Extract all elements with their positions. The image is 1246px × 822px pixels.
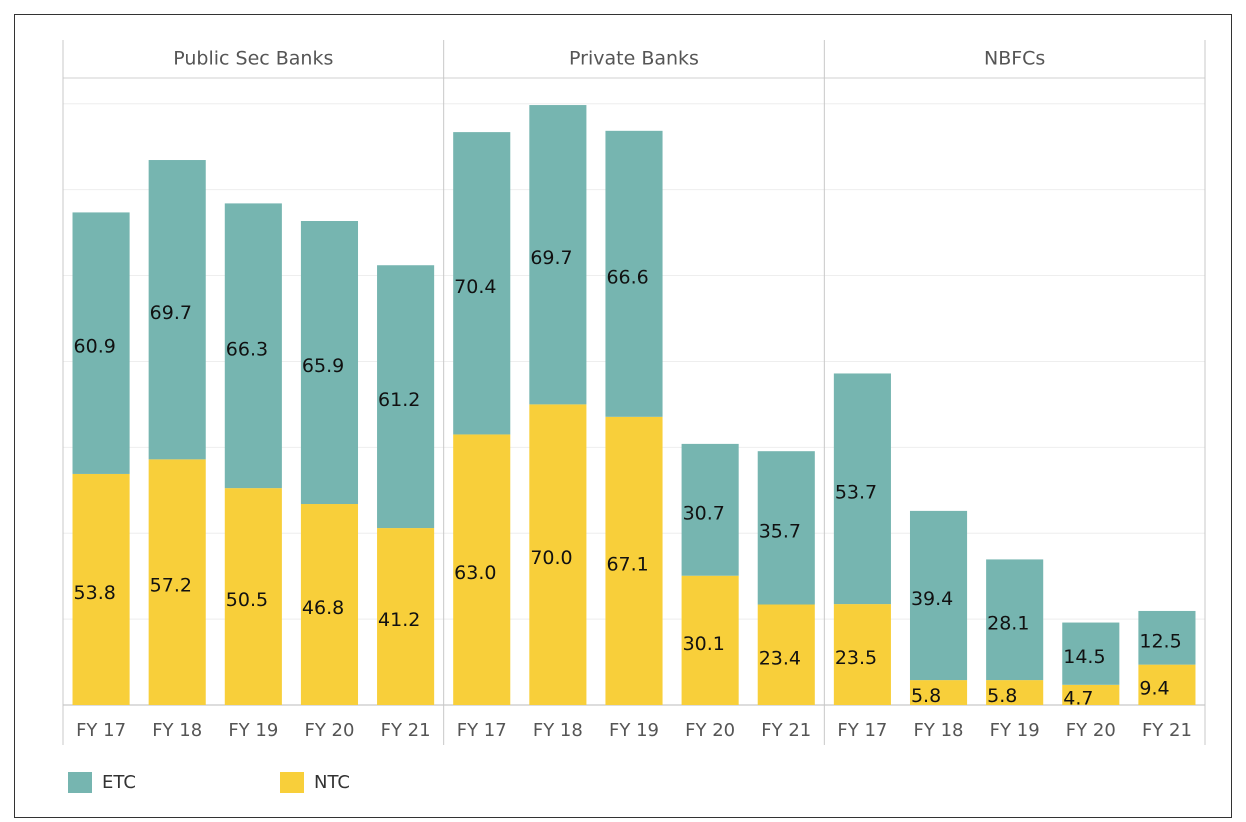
- data-label: 4.7: [1063, 687, 1093, 709]
- data-label: 60.9: [74, 336, 116, 358]
- data-label: 14.5: [1063, 646, 1105, 668]
- bar-segment: [681, 575, 739, 705]
- data-label: 23.5: [835, 647, 877, 669]
- data-label: 69.7: [530, 247, 572, 269]
- bar-segment: [757, 604, 815, 705]
- data-label: 63.0: [454, 562, 496, 584]
- data-label: 30.1: [683, 633, 725, 655]
- bar-segment: [909, 680, 968, 705]
- bar-segment: [148, 459, 206, 705]
- bar-segment: [605, 416, 663, 705]
- legend-label: NTC: [314, 772, 350, 793]
- x-tick-label: FY 21: [381, 720, 431, 741]
- bar-segment: [833, 373, 891, 605]
- x-tick-label: FY 18: [914, 720, 964, 741]
- legend-swatch: [280, 772, 304, 793]
- data-label: 67.1: [606, 553, 648, 575]
- data-label: 65.9: [302, 355, 344, 377]
- bar-segment: [833, 604, 891, 705]
- bar-segment: [1138, 610, 1196, 665]
- data-label: 12.5: [1139, 630, 1181, 652]
- bar-segment: [986, 559, 1044, 681]
- bar-segment: [909, 510, 968, 681]
- bar-segment: [1062, 684, 1120, 705]
- x-tick-label: FY 17: [76, 720, 126, 741]
- x-tick-label: FY 21: [761, 720, 811, 741]
- bar-segment: [300, 221, 359, 505]
- x-tick-label: FY 20: [685, 720, 735, 741]
- x-tick-label: FY 19: [609, 720, 659, 741]
- x-tick-label: FY 21: [1142, 720, 1192, 741]
- panel-title: Public Sec Banks: [173, 48, 333, 70]
- bar-segment: [72, 212, 130, 474]
- panel-title: Private Banks: [569, 48, 699, 70]
- bar-segment: [148, 160, 206, 460]
- data-label: 50.5: [226, 589, 268, 611]
- data-label: 35.7: [759, 520, 801, 542]
- data-label: 70.0: [530, 547, 572, 569]
- x-tick-label: FY 18: [152, 720, 202, 741]
- x-tick-label: FY 19: [990, 720, 1040, 741]
- panel-title: NBFCs: [984, 48, 1045, 70]
- x-tick-label: FY 20: [304, 720, 354, 741]
- data-label: 39.4: [911, 588, 953, 610]
- data-label: 9.4: [1139, 677, 1169, 699]
- x-tick-label: FY 17: [457, 720, 507, 741]
- legend-label: ETC: [102, 772, 136, 793]
- data-label: 30.7: [683, 502, 725, 524]
- bar-segment: [377, 265, 435, 529]
- bar-segment: [1062, 622, 1120, 685]
- data-label: 70.4: [454, 276, 496, 298]
- data-label: 61.2: [378, 389, 420, 411]
- data-label: 66.6: [606, 266, 648, 288]
- bar-segment: [300, 504, 359, 705]
- bar-segment: [453, 132, 511, 435]
- data-label: 69.7: [150, 302, 192, 324]
- data-label: 46.8: [302, 597, 344, 619]
- data-label: 53.7: [835, 481, 877, 503]
- x-tick-label: FY 17: [837, 720, 887, 741]
- data-label: 41.2: [378, 609, 420, 631]
- bar-segment: [529, 404, 587, 705]
- data-label: 28.1: [987, 612, 1029, 634]
- data-label: 5.8: [987, 685, 1017, 707]
- data-label: 66.3: [226, 338, 268, 360]
- data-label: 5.8: [911, 685, 941, 707]
- x-tick-label: FY 20: [1066, 720, 1116, 741]
- bar-segment: [453, 434, 511, 705]
- data-label: 23.4: [759, 647, 801, 669]
- data-label: 57.2: [150, 575, 192, 597]
- bar-segment: [377, 528, 435, 705]
- legend-swatch: [68, 772, 92, 793]
- bar-segment: [224, 203, 282, 489]
- bar-segment: [72, 473, 130, 705]
- bar-segment: [1138, 664, 1196, 705]
- bar-segment: [681, 443, 739, 576]
- x-tick-label: FY 18: [533, 720, 583, 741]
- bar-segment: [757, 451, 815, 605]
- bar-segment: [529, 105, 587, 405]
- x-tick-label: FY 19: [228, 720, 278, 741]
- bar-segment: [224, 488, 282, 705]
- bar-segment: [605, 130, 663, 417]
- data-label: 53.8: [74, 582, 116, 604]
- bar-segment: [986, 680, 1044, 705]
